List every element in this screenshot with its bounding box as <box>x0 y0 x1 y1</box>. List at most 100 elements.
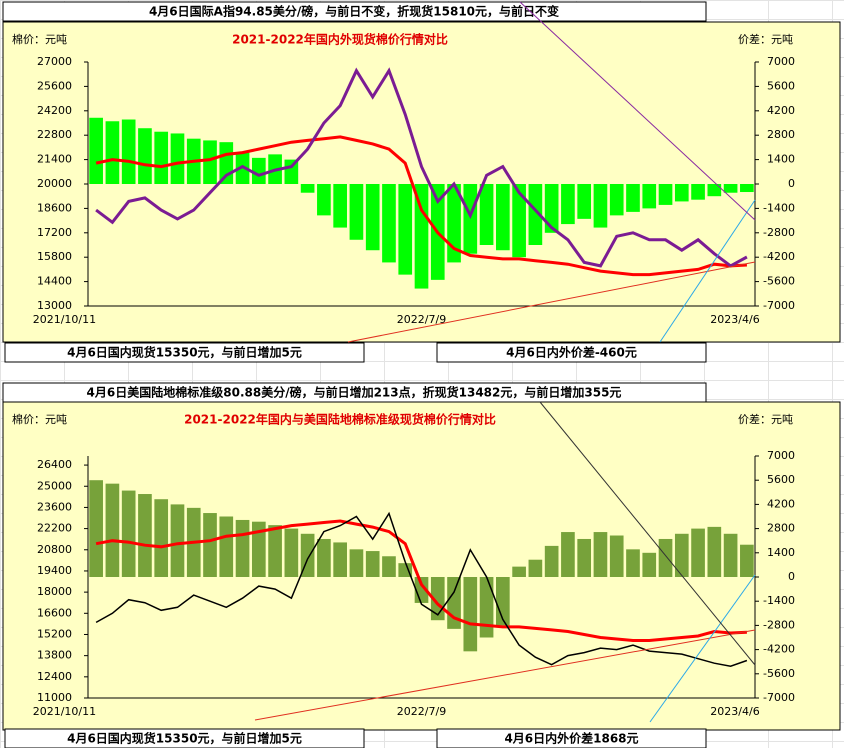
bar <box>382 184 396 263</box>
y-tick-label: 20000 <box>37 177 72 190</box>
bar <box>170 133 185 184</box>
bar <box>251 521 266 577</box>
bar <box>512 566 526 577</box>
y2-tick-label: -2800 <box>763 226 795 239</box>
line <box>95 511 748 667</box>
y2-tick-label: 0 <box>788 570 795 583</box>
x-tick-label: 2022/7/9 <box>397 313 446 326</box>
y-axis-label: 棉价：元吨 <box>12 32 67 46</box>
annotation: 4月6日内外价差-460元 <box>506 345 637 360</box>
x-tick-label: 2021/10/11 <box>33 313 96 326</box>
line <box>95 135 747 277</box>
annotation-box <box>4 342 365 363</box>
y-tick-label: 18000 <box>37 585 72 598</box>
y-tick-label: 13000 <box>37 299 72 312</box>
bar <box>89 117 103 184</box>
bar <box>463 184 478 254</box>
bar <box>593 184 608 228</box>
y-axis-label: 棉价：元吨 <box>12 412 67 426</box>
bar <box>577 184 592 219</box>
y2-tick-label: 7000 <box>767 449 795 462</box>
bar <box>642 184 657 209</box>
y2-tick-label: 5600 <box>767 473 795 486</box>
y-tick-label: 21400 <box>37 153 72 166</box>
bar <box>544 184 559 233</box>
y-tick-label: 23600 <box>37 500 72 513</box>
trend-line <box>539 401 756 666</box>
bar <box>674 184 689 202</box>
y2-tick-label: -2800 <box>763 618 795 631</box>
bar <box>561 184 575 225</box>
x-tick-label: 2023/4/6 <box>710 313 759 326</box>
y-tick-label: 24200 <box>37 104 72 117</box>
headline-box <box>2 1 707 22</box>
bar <box>447 184 461 263</box>
bar <box>740 544 754 577</box>
trend-line <box>347 261 756 343</box>
bar <box>382 556 396 577</box>
y2-tick-label: 2800 <box>767 522 795 535</box>
bar <box>121 490 136 577</box>
bar <box>349 184 364 240</box>
annotation-box <box>4 728 365 748</box>
bar <box>398 184 413 275</box>
bar <box>317 538 331 577</box>
bar <box>479 184 494 245</box>
chart-title: 2021-2022年国内与美国陆地棉标准级现货棉价行情对比 <box>184 412 496 427</box>
bar <box>284 159 299 184</box>
y2-tick-label: 1400 <box>767 546 795 559</box>
x-tick-label: 2023/4/6 <box>710 705 759 718</box>
x-tick-label: 2021/10/11 <box>33 705 96 718</box>
annotation-box <box>436 728 707 748</box>
bar <box>707 526 722 577</box>
y-tick-label: 25600 <box>37 79 72 92</box>
bar <box>333 542 347 577</box>
y-tick-label: 26400 <box>37 458 72 471</box>
y2-axis-label: 价差：元吨 <box>738 32 793 46</box>
bar <box>414 184 429 289</box>
y2-tick-label: 4200 <box>767 104 795 117</box>
x-tick-label: 2022/7/9 <box>397 705 446 718</box>
y2-tick-label: -4200 <box>763 250 795 263</box>
bar <box>235 519 250 577</box>
bar <box>284 528 299 577</box>
bar <box>561 532 575 577</box>
annotation: 4月6日国内现货15350元，与前日增加5元 <box>67 731 302 746</box>
bar <box>609 535 624 577</box>
bar <box>691 528 705 577</box>
bar <box>609 184 624 216</box>
bar <box>365 184 380 251</box>
bar <box>89 480 103 577</box>
bar <box>528 184 543 245</box>
y-tick-label: 20800 <box>37 543 72 556</box>
bar <box>219 142 234 184</box>
y2-tick-label: 5600 <box>767 79 795 92</box>
y2-tick-label: -5600 <box>763 275 795 288</box>
bar <box>138 494 152 577</box>
y2-tick-label: -7000 <box>763 691 795 704</box>
bar <box>121 119 136 184</box>
bar <box>219 516 234 577</box>
bar <box>479 577 494 638</box>
bar <box>496 577 510 626</box>
y-tick-label: 19400 <box>37 564 72 577</box>
bar <box>317 184 331 216</box>
bar <box>691 184 705 200</box>
annotation: 4月6日内外价差1868元 <box>504 731 638 746</box>
y2-tick-label: 0 <box>788 177 795 190</box>
bar <box>528 559 543 577</box>
y2-tick-label: 7000 <box>767 55 795 68</box>
annotation-box <box>436 342 707 363</box>
headline: 4月6日美国陆地棉标准级80.88美分/磅，与前日增加213点，折现货13482… <box>87 385 622 400</box>
y-tick-label: 16600 <box>37 606 72 619</box>
y-tick-label: 22800 <box>37 128 72 141</box>
y2-tick-label: -1400 <box>763 594 795 607</box>
bar <box>154 131 169 184</box>
y-tick-label: 18600 <box>37 201 72 214</box>
bar <box>105 483 120 577</box>
bar <box>138 128 152 184</box>
headline-box <box>2 382 707 403</box>
bar <box>723 184 738 193</box>
